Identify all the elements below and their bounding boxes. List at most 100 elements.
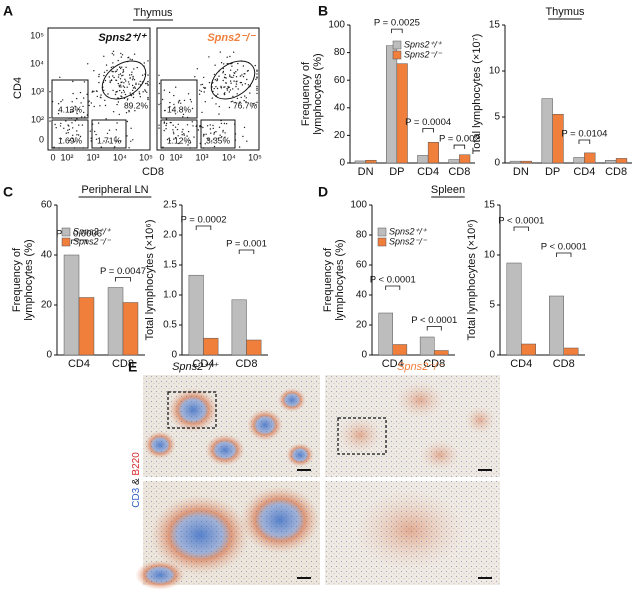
event-dot	[78, 124, 80, 126]
legend-label: Spns2⁻/⁻	[389, 236, 428, 246]
event-dot	[210, 132, 212, 134]
zoom-box	[337, 417, 387, 455]
event-dot	[169, 106, 171, 108]
event-dot	[227, 87, 230, 89]
event-dot	[131, 58, 133, 61]
event-dot	[169, 101, 171, 104]
bar	[203, 337, 219, 356]
event-dot	[223, 63, 225, 65]
gate-percent: 1.12%	[167, 135, 192, 145]
bar	[396, 63, 408, 164]
event-dot	[199, 89, 201, 92]
x-tick-label: 10⁴	[222, 152, 236, 162]
event-dot	[122, 69, 125, 71]
x-tick-label: DP	[389, 166, 404, 178]
event-dot	[187, 130, 190, 133]
event-dot	[120, 56, 123, 58]
event-dot	[224, 136, 226, 138]
event-dot	[77, 134, 80, 136]
event-dot	[177, 102, 180, 104]
event-dot	[222, 129, 224, 132]
x-tick-label: CD8	[605, 166, 627, 178]
event-dot	[178, 142, 180, 145]
event-dot	[134, 110, 136, 112]
event-dot	[198, 93, 201, 95]
event-dot	[235, 85, 237, 88]
event-dot	[128, 147, 130, 149]
event-dot	[240, 96, 242, 99]
panel-letter: C	[3, 184, 13, 200]
event-dot	[211, 97, 213, 99]
event-dot	[209, 124, 211, 126]
event-dot	[88, 104, 90, 107]
event-dot	[209, 128, 212, 130]
p-value: P = 0.001	[226, 239, 267, 250]
event-dot	[193, 136, 195, 138]
event-dot	[128, 83, 130, 85]
event-dot	[223, 122, 226, 125]
event-dot	[103, 140, 105, 142]
event-dot	[91, 91, 93, 93]
bar-chart: 0 5 10 15 Total lymphocytes (×10⁷) DN DP CD4 CD8…	[471, 20, 632, 178]
event-dot	[180, 102, 182, 105]
gate-percent: 4.13%	[58, 104, 83, 114]
tissue	[135, 375, 500, 590]
event-dot	[123, 91, 126, 93]
event-dot	[118, 74, 120, 76]
event-dot	[73, 141, 76, 143]
event-dot	[60, 138, 62, 140]
p-value: P = 0.0025	[374, 18, 420, 29]
genotype-label: Spns2⁻/⁻	[207, 32, 256, 44]
event-dot	[187, 144, 189, 146]
event-dot	[99, 105, 101, 107]
event-dot	[213, 133, 215, 135]
event-dot	[133, 68, 135, 70]
event-dot	[217, 93, 219, 95]
event-dot	[107, 93, 109, 95]
event-dot	[108, 76, 111, 78]
event-dot	[200, 90, 202, 93]
event-dot	[182, 113, 185, 116]
event-dot	[221, 136, 223, 138]
y-tick-label: 40	[334, 102, 346, 113]
gate-percent: 89.2%	[124, 100, 149, 110]
event-dot	[121, 92, 123, 94]
event-dot	[120, 86, 122, 88]
event-dot	[105, 64, 108, 66]
bar	[188, 274, 204, 356]
event-dot	[121, 81, 123, 83]
event-dot	[212, 138, 215, 140]
chart-title: Peripheral LN	[81, 184, 148, 196]
event-dot	[158, 74, 160, 77]
event-dot	[60, 100, 62, 103]
event-dot	[177, 135, 179, 137]
bar	[615, 158, 628, 164]
event-dot	[232, 88, 234, 90]
event-dot	[201, 83, 204, 86]
event-dot	[132, 77, 134, 79]
event-dot	[116, 90, 118, 93]
event-dot	[72, 92, 74, 95]
event-dot	[80, 102, 82, 104]
event-dot	[191, 121, 193, 123]
event-dot	[72, 134, 74, 136]
y-axis-label: lymphocytes (%)	[23, 239, 35, 320]
event-dot	[233, 74, 235, 77]
x-tick-label: CD4	[573, 166, 595, 178]
gate-percent: 3.35%	[206, 135, 231, 145]
event-dot	[147, 98, 149, 101]
y-tick-label: 100	[350, 200, 367, 211]
event-dot	[256, 92, 258, 95]
event-dot	[135, 82, 137, 85]
event-dot	[213, 131, 216, 134]
event-dot	[65, 132, 68, 134]
event-dot	[103, 55, 105, 57]
event-dot	[256, 89, 258, 91]
event-dot	[220, 122, 223, 125]
event-dot	[228, 91, 230, 93]
event-dot	[132, 96, 135, 99]
event-dot	[172, 131, 175, 133]
event-dot	[246, 140, 248, 142]
